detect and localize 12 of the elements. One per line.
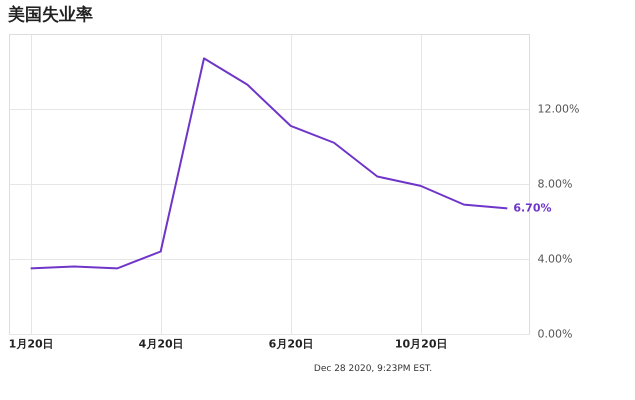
chart-title: 美国失业率 bbox=[7, 5, 94, 25]
line-series bbox=[30, 57, 508, 270]
y-tick-label: 0.00% bbox=[538, 328, 572, 340]
x-tick-label: 6月20日 bbox=[268, 338, 314, 350]
x-tick-label: 4月20日 bbox=[138, 338, 184, 350]
x-tick-label: 1月20日 bbox=[8, 338, 54, 350]
y-tick-label: 4.00% bbox=[538, 252, 572, 266]
x-tick-label: 10月20日 bbox=[394, 338, 448, 350]
y-tick-label: 8.00% bbox=[538, 178, 572, 190]
y-tick-label: 12.00% bbox=[538, 102, 580, 116]
data-label: 6.70% bbox=[513, 201, 552, 214]
text: Dec 28 2020, 9:23PM EST. bbox=[314, 364, 432, 374]
